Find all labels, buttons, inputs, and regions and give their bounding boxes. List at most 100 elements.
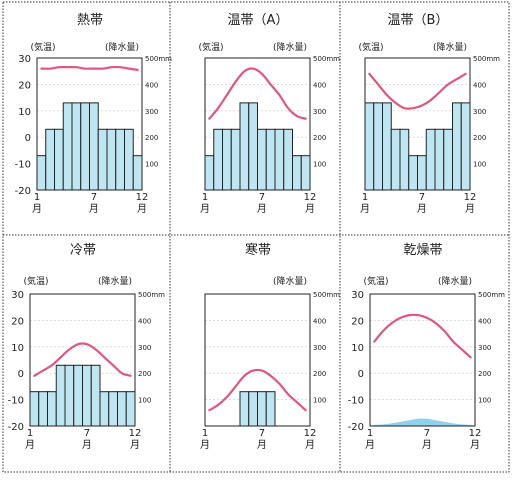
precipitation-bar (239, 102, 250, 191)
precipitation-bar (460, 102, 471, 191)
month-tick-label: 1 (202, 192, 208, 203)
precipitation-bar (230, 128, 241, 191)
precipitation-bar (45, 128, 55, 191)
precipitation-bar (29, 391, 40, 427)
month-tick-unit: 月 (257, 203, 267, 215)
precipitation-tick-label: 300 (313, 108, 326, 116)
temperature-tick-label: 20 (351, 316, 364, 327)
precipitation-tick-label: 100 (313, 161, 326, 169)
precipitation-bar (204, 155, 215, 191)
precipitation-axis-label: (降水量) (98, 275, 132, 287)
month-tick-unit: 月 (32, 203, 42, 215)
precipitation-bar (124, 128, 134, 191)
precipitation-bar (106, 128, 117, 191)
temperature-tick-label: -10 (15, 160, 31, 171)
temperature-tick-label: 30 (351, 290, 364, 301)
precipitation-bar (408, 155, 418, 191)
precipitation-bar (434, 128, 445, 191)
precipitation-bar (62, 102, 73, 191)
precipitation-bar (265, 128, 276, 191)
precipitation-bar (239, 391, 250, 427)
precipitation-bar (222, 128, 232, 191)
temperature-axis-label: (気温) (358, 41, 383, 53)
precipitation-bar (54, 128, 64, 191)
precipitation-tick-label: 400 (478, 317, 491, 325)
precipitation-tick-label: 300 (145, 108, 158, 116)
precipitation-bar (399, 128, 410, 191)
plot-frame (204, 57, 311, 191)
precipitation-area (370, 418, 475, 426)
month-tick-label: 12 (304, 192, 317, 203)
chart-title: 温帯（A） (228, 13, 289, 28)
month-tick-unit: 月 (82, 439, 92, 451)
precipitation-bar (213, 128, 223, 191)
month-tick-unit: 月 (200, 203, 210, 215)
chart-title: 冷帯 (70, 243, 96, 258)
precipitation-bar (373, 102, 383, 191)
temperature-tick-label: 20 (18, 80, 31, 91)
precipitation-tick-label: 200 (478, 370, 491, 378)
temperature-tick-label: 0 (25, 133, 31, 144)
temperature-line (373, 313, 472, 359)
precipitation-axis-label: (降水量) (273, 275, 307, 287)
precipitation-bar (382, 102, 392, 191)
precipitation-tick-label: 500mm (473, 55, 500, 63)
precipitation-tick-label: 100 (473, 161, 486, 169)
precipitation-tick-label: 500mm (145, 55, 172, 63)
month-tick-unit: 月 (89, 203, 99, 215)
precipitation-bar (283, 128, 293, 191)
precipitation-bar (265, 391, 276, 427)
month-tick-label: 12 (136, 192, 149, 203)
month-tick-label: 1 (367, 428, 373, 439)
month-tick-unit: 月 (465, 203, 475, 215)
temperature-line (208, 67, 307, 120)
precipitation-bar (82, 364, 92, 427)
precipitation-tick-label: 100 (145, 161, 158, 169)
month-tick-unit: 月 (200, 439, 210, 451)
precipitation-tick-label: 200 (313, 370, 326, 378)
month-tick-unit: 月 (422, 439, 432, 451)
precipitation-tick-label: 200 (145, 134, 158, 142)
month-tick-label: 7 (84, 428, 90, 439)
month-tick-label: 12 (304, 428, 317, 439)
precipitation-bar (47, 391, 57, 427)
precipitation-tick-label: 300 (473, 108, 486, 116)
precipitation-tick-label: 300 (138, 344, 151, 352)
precipitation-tick-label: 100 (313, 397, 326, 405)
month-tick-label: 7 (424, 428, 430, 439)
precipitation-bar (117, 391, 127, 427)
precipitation-bar (248, 102, 258, 191)
precipitation-bar (90, 364, 101, 427)
precipitation-bar (55, 364, 66, 427)
temperature-line (208, 368, 307, 412)
plot-frame (29, 293, 136, 427)
month-tick-label: 1 (34, 192, 40, 203)
month-tick-label: 12 (129, 428, 142, 439)
precipitation-bar (292, 155, 302, 191)
precipitation-bar (108, 391, 118, 427)
temperature-tick-label: -20 (15, 186, 31, 197)
precipitation-tick-label: 400 (145, 81, 158, 89)
precipitation-bar (425, 128, 436, 191)
month-tick-unit: 月 (130, 439, 140, 451)
precipitation-tick-label: 200 (473, 134, 486, 142)
precipitation-bar (97, 128, 108, 191)
plot-frame (36, 57, 143, 191)
precipitation-bar (452, 102, 462, 191)
climate-chart-6: 乾燥帯 (気温) (降水量) -20 -10 0 10 20 30 100 200 300 400 500… (348, 243, 506, 451)
temperature-tick-label: 20 (11, 316, 24, 327)
precipitation-bar (38, 391, 48, 427)
temperature-tick-label: 30 (11, 290, 24, 301)
month-tick-unit: 月 (417, 203, 427, 215)
precipitation-bar (257, 128, 267, 191)
month-tick-label: 1 (202, 428, 208, 439)
temperature-tick-label: 10 (11, 343, 24, 354)
precipitation-bar (132, 155, 143, 191)
temperature-tick-label: -20 (8, 422, 24, 433)
precipitation-bar (300, 155, 311, 191)
panel-borders (2, 1, 510, 473)
